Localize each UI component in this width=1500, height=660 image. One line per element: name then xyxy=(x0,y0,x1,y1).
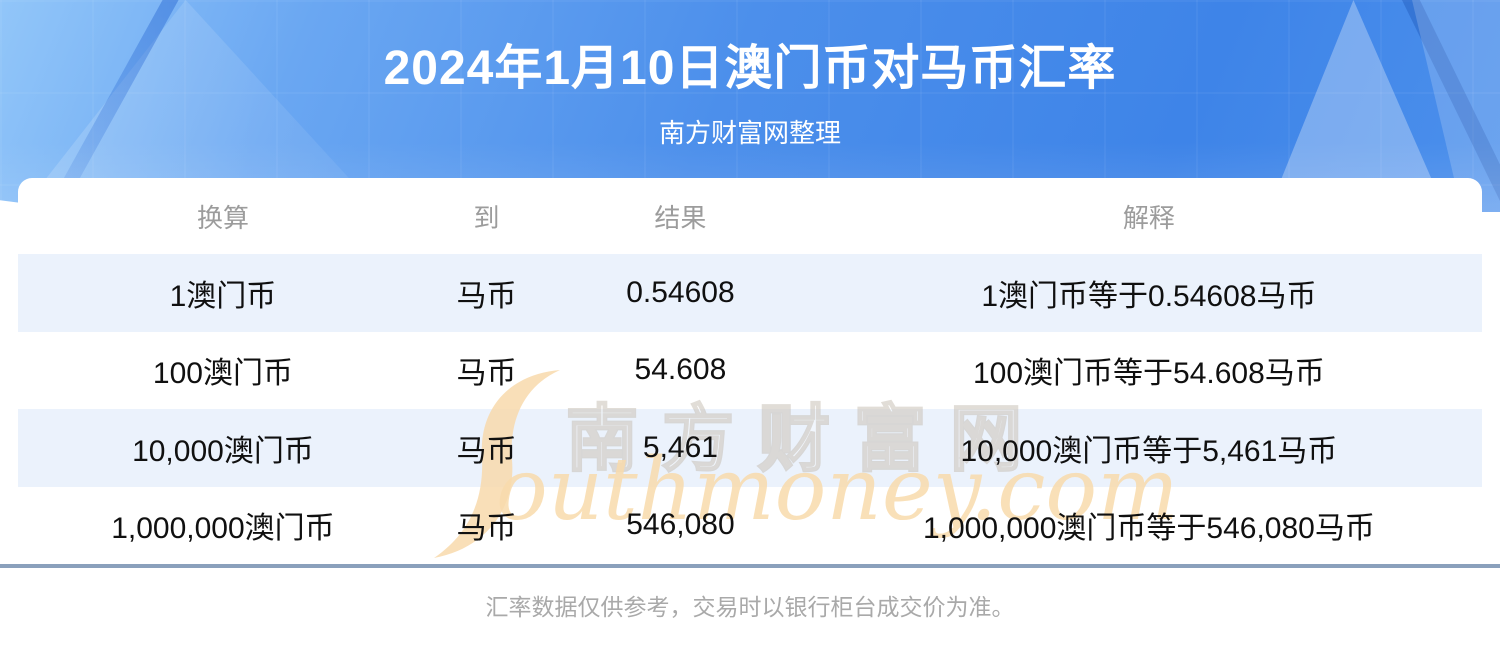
row-to: 马币 xyxy=(456,434,517,468)
table-row: 1澳门币 马币 0.54608 1澳门币等于0.54608马币 xyxy=(18,254,1482,332)
header-cell-convert: 换算 xyxy=(196,202,249,233)
row-convert: 1,000,000澳门币 xyxy=(111,512,335,546)
row-to: 马币 xyxy=(456,357,517,391)
row-explanation: 1澳门币等于0.54608马币 xyxy=(981,279,1317,313)
table-row: 1,000,000澳门币 马币 546,080 1,000,000澳门币等于54… xyxy=(18,487,1482,565)
row-to: 马币 xyxy=(456,512,517,546)
disclaimer-text: 汇率数据仅供参考，交易时以银行柜台成交价为准。 xyxy=(485,594,1015,620)
divider-line xyxy=(0,564,1500,568)
header-cell-explanation: 解释 xyxy=(1122,202,1175,233)
table-row: 100澳门币 马币 54.608 100澳门币等于54.608马币 xyxy=(18,332,1482,410)
row-explanation: 1,000,000澳门币等于546,080马币 xyxy=(922,512,1375,546)
row-explanation: 10,000澳门币等于5,461马币 xyxy=(960,434,1338,468)
row-convert: 10,000澳门币 xyxy=(132,434,314,468)
table-row: 10,000澳门币 马币 5,461 10,000澳门币等于5,461马币 xyxy=(18,409,1482,487)
row-result: 0.54608 xyxy=(626,275,735,309)
table-header-row: 换算 到 结果 解释 xyxy=(18,178,1482,254)
row-to: 马币 xyxy=(456,279,517,313)
header-banner: 2024年1月10日澳门币对马币汇率 南方财富网整理 xyxy=(0,0,1500,212)
row-result: 54.608 xyxy=(634,353,727,387)
row-convert: 100澳门币 xyxy=(152,357,293,391)
row-explanation: 100澳门币等于54.608马币 xyxy=(972,357,1325,391)
row-convert: 1澳门币 xyxy=(169,279,277,313)
rate-table-card: 南方财富网 outhmoney.com 换算 到 结果 解释 1澳门币 马币 0… xyxy=(18,178,1482,564)
row-result: 5,461 xyxy=(642,430,718,464)
row-result: 546,080 xyxy=(626,508,735,542)
page-subtitle: 南方财富网整理 xyxy=(658,118,841,148)
page-title: 2024年1月10日澳门币对马币汇率 xyxy=(383,42,1117,95)
header-cell-to: 到 xyxy=(473,202,500,233)
header-cell-result: 结果 xyxy=(654,202,707,233)
